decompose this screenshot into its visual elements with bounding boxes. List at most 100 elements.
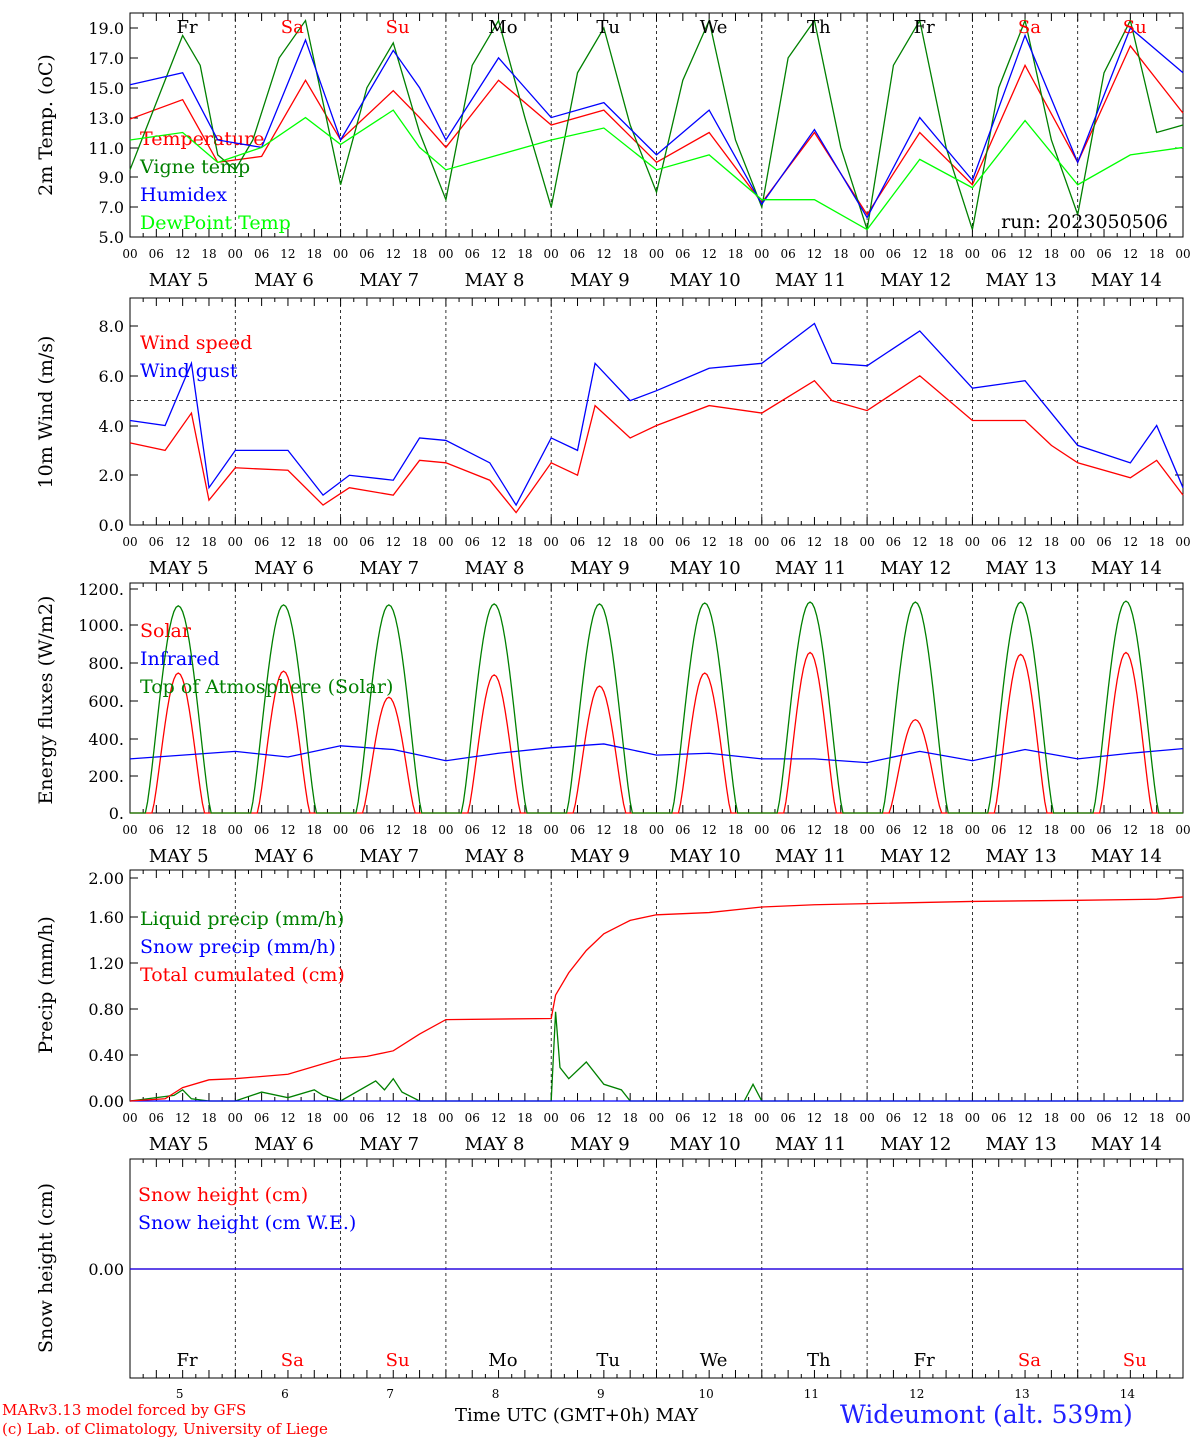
date-label: MAY 10 <box>670 270 741 291</box>
date-label: MAY 12 <box>880 846 951 867</box>
hour-label: 18 <box>517 247 532 261</box>
y-axis-label: 2m Temp. (oC) <box>35 54 57 196</box>
hour-label: 06 <box>254 1111 269 1125</box>
hour-label: 00 <box>859 247 874 261</box>
hour-label: 18 <box>307 247 322 261</box>
hour-label: 06 <box>570 535 585 549</box>
hour-label: 18 <box>1044 823 1059 837</box>
weekday-label: Fr <box>914 1350 935 1371</box>
hour-label: 06 <box>359 823 374 837</box>
hour-label: 18 <box>201 1111 216 1125</box>
hour-label: 00 <box>544 823 559 837</box>
date-label: MAY 11 <box>775 270 846 291</box>
hour-label: 00 <box>649 535 664 549</box>
weekday-label: Th <box>807 17 831 38</box>
y-axis-label: Energy fluxes (W/m2) <box>35 596 57 805</box>
hour-label: 18 <box>307 535 322 549</box>
hour-label: 12 <box>702 1111 717 1125</box>
series-line-humidex <box>129 26 1184 219</box>
weekday-label: Sa <box>1018 1350 1041 1371</box>
hour-label: 12 <box>1123 1111 1138 1125</box>
hour-label: 12 <box>491 823 506 837</box>
date-label: MAY 9 <box>570 1134 630 1155</box>
time-axis-label: Time UTC (GMT+0h) MAY <box>455 1405 699 1426</box>
y-tick-label: 17.0 <box>88 49 124 68</box>
hour-label: 06 <box>886 1111 901 1125</box>
hour-label: 06 <box>149 823 164 837</box>
hour-label: 00 <box>754 247 769 261</box>
day-number-label: 12 <box>909 1387 924 1401</box>
plot-frame-0 <box>129 12 1184 238</box>
day-number-label: 11 <box>804 1387 819 1401</box>
legend-entry: Snow precip (mm/h) <box>140 936 336 958</box>
hour-label: 06 <box>254 247 269 261</box>
hour-label: 06 <box>149 247 164 261</box>
legend-entry: Wind gust <box>140 360 238 382</box>
hour-label: 06 <box>570 247 585 261</box>
date-label: MAY 12 <box>880 558 951 579</box>
hour-label: 18 <box>517 823 532 837</box>
hour-label: 06 <box>359 1111 374 1125</box>
weekday-label: Su <box>1123 1350 1147 1371</box>
hour-label: 00 <box>965 247 980 261</box>
hour-label: 18 <box>307 1111 322 1125</box>
hour-label: 18 <box>728 823 743 837</box>
y-tick-label: 7.0 <box>99 198 124 217</box>
hour-label: 00 <box>1175 1111 1190 1125</box>
y-tick-label: 0.00 <box>88 1260 124 1279</box>
hour-label: 06 <box>254 823 269 837</box>
weekday-label: Tu <box>596 1350 620 1371</box>
legend-entry: Total cumulated (cm) <box>140 964 345 986</box>
date-label: MAY 10 <box>670 1134 741 1155</box>
hour-label: 12 <box>912 535 927 549</box>
hour-label: 12 <box>280 535 295 549</box>
hour-label: 18 <box>1044 1111 1059 1125</box>
hour-label: 06 <box>1096 247 1111 261</box>
station-name: Wideumont (alt. 539m) <box>840 1400 1133 1429</box>
hour-label: 12 <box>491 1111 506 1125</box>
hour-label: 18 <box>623 1111 638 1125</box>
hour-label: 06 <box>780 823 795 837</box>
y-tick-label: 400. <box>88 730 124 749</box>
model-credit: MARv3.13 model forced by GFS <box>2 1401 247 1419</box>
hour-label: 00 <box>1070 1111 1085 1125</box>
hour-label: 06 <box>780 247 795 261</box>
hour-label: 18 <box>1044 535 1059 549</box>
hour-label: 18 <box>412 535 427 549</box>
y-axis-label: 10m Wind (m/s) <box>35 336 57 489</box>
hour-label: 12 <box>702 535 717 549</box>
hour-label: 18 <box>201 247 216 261</box>
hour-label: 00 <box>122 1111 137 1125</box>
day-number-label: 6 <box>281 1387 289 1401</box>
date-label: MAY 7 <box>359 270 419 291</box>
hour-label: 18 <box>1149 1111 1164 1125</box>
weekday-label: Mo <box>488 17 517 38</box>
hour-label: 12 <box>596 1111 611 1125</box>
weekday-label: Th <box>807 1350 831 1371</box>
date-label: MAY 8 <box>465 1134 525 1155</box>
hour-label: 00 <box>754 1111 769 1125</box>
hour-label: 00 <box>333 535 348 549</box>
hour-label: 18 <box>623 823 638 837</box>
hour-label: 12 <box>1017 535 1032 549</box>
hour-label: 00 <box>544 535 559 549</box>
y-tick-label: 19.0 <box>88 19 124 38</box>
hour-label: 00 <box>122 535 137 549</box>
hour-label: 12 <box>280 1111 295 1125</box>
weekday-label: Sa <box>281 17 304 38</box>
hour-label: 12 <box>1123 247 1138 261</box>
date-label: MAY 6 <box>254 558 314 579</box>
weekday-label: Su <box>386 1350 410 1371</box>
hour-label: 12 <box>386 247 401 261</box>
y-tick-label: 13.0 <box>88 109 124 128</box>
hour-label: 12 <box>175 823 190 837</box>
weekday-label: Su <box>1123 17 1147 38</box>
hour-label: 18 <box>1044 247 1059 261</box>
series-line-total-cumulated-cm- <box>129 896 1184 1102</box>
hour-label: 06 <box>254 535 269 549</box>
weekday-label: Mo <box>488 1350 517 1371</box>
day-number-label: 9 <box>597 1387 605 1401</box>
date-label: MAY 14 <box>1091 846 1162 867</box>
run-annotation: run: 2023050506 <box>1001 211 1168 233</box>
